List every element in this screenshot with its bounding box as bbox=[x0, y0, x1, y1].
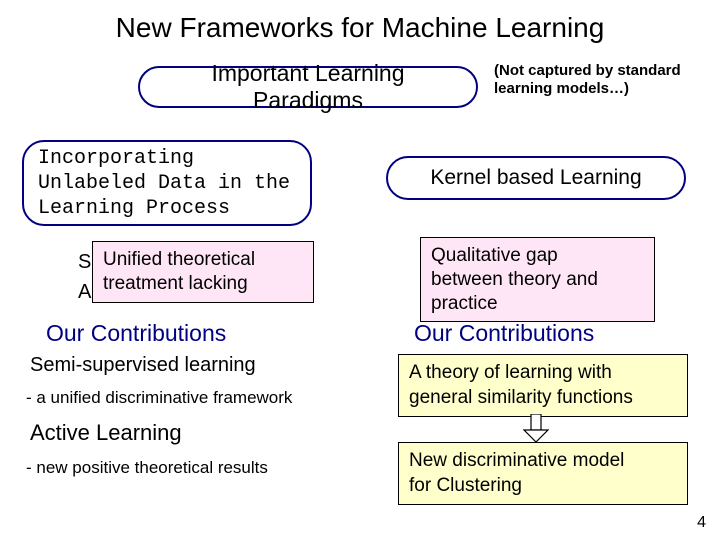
right-pink-box: Qualitative gap between theory and pract… bbox=[420, 237, 655, 322]
top-paradigms-label: Important Learning Paradigms bbox=[154, 60, 462, 114]
left-contrib-2: Active Learning bbox=[30, 420, 182, 446]
right-yellow2-line2: for Clustering bbox=[409, 474, 677, 499]
left-contributions-label: Our Contributions bbox=[46, 320, 226, 347]
left-pink-box: Unified theoretical treatment lacking bbox=[92, 241, 314, 303]
right-yellow1-line1: A theory of learning with bbox=[409, 361, 677, 386]
left-contrib-2-sub: - new positive theoretical results bbox=[26, 458, 268, 478]
right-yellow-box-1: A theory of learning with general simila… bbox=[398, 354, 688, 417]
right-pink-line3: practice bbox=[431, 292, 644, 316]
right-kernel-box: Kernel based Learning bbox=[386, 156, 686, 200]
slide-title: New Frameworks for Machine Learning bbox=[0, 12, 720, 44]
right-kernel-label: Kernel based Learning bbox=[430, 166, 641, 190]
left-unlabeled-label: Incorporating Unlabeled Data in the Lear… bbox=[38, 146, 296, 221]
right-contributions-label: Our Contributions bbox=[414, 320, 594, 347]
arrow-down-icon bbox=[522, 414, 550, 444]
right-pink-line1: Qualitative gap bbox=[431, 244, 644, 268]
right-yellow1-line2: general similarity functions bbox=[409, 386, 677, 411]
left-contrib-1-sub: - a unified discriminative framework bbox=[26, 388, 292, 408]
top-note: (Not captured by standard learning model… bbox=[494, 62, 684, 98]
right-yellow2-line1: New discriminative model bbox=[409, 449, 677, 474]
left-unlabeled-box: Incorporating Unlabeled Data in the Lear… bbox=[22, 140, 312, 226]
page-number: 4 bbox=[697, 514, 706, 532]
top-paradigms-box: Important Learning Paradigms bbox=[138, 66, 478, 108]
right-yellow-box-2: New discriminative model for Clustering bbox=[398, 442, 688, 505]
left-pink-line2: treatment lacking bbox=[103, 272, 303, 296]
left-pink-line1: Unified theoretical bbox=[103, 248, 303, 272]
right-pink-line2: between theory and bbox=[431, 268, 644, 292]
left-contrib-1: Semi-supervised learning bbox=[30, 354, 256, 377]
